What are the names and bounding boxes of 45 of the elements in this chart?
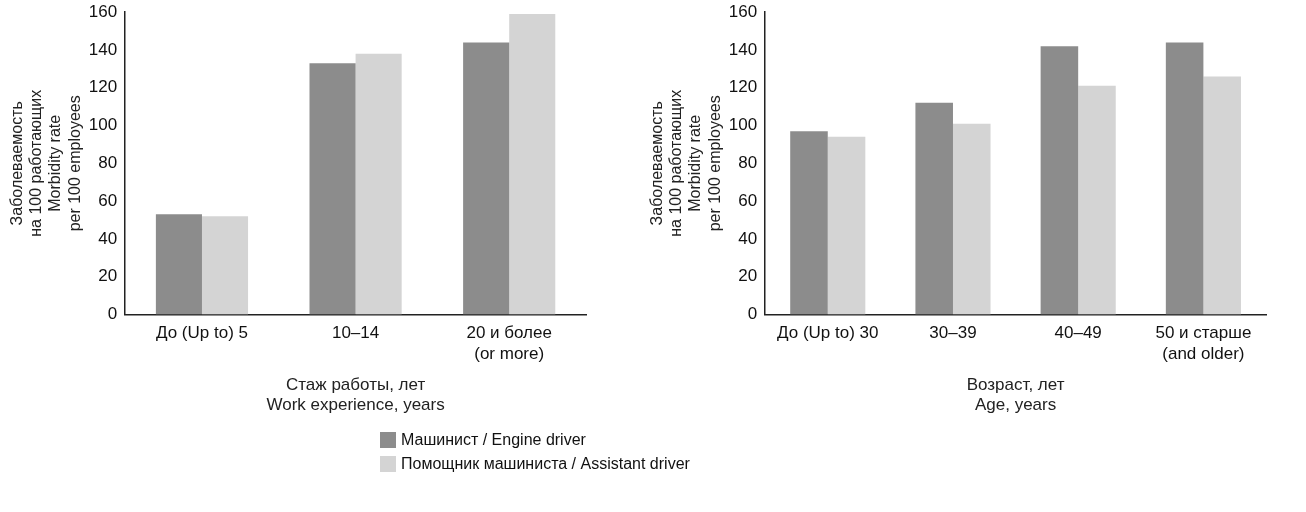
bar bbox=[155, 214, 202, 315]
x-tick-label: 10–14 bbox=[331, 323, 380, 343]
x-tick-label: До (Up to) 5 bbox=[155, 323, 248, 343]
y-tick-label: 120 bbox=[728, 77, 758, 97]
bar bbox=[952, 123, 991, 315]
legend-label: Помощник машиниста / Assistant driver bbox=[401, 455, 690, 473]
y-axis-title: Заболеваемость на 100 работающих Morbidity rate per 100 employees bbox=[8, 89, 83, 237]
y-tick-label: 40 bbox=[738, 228, 758, 248]
x-tick-label: 40–49 bbox=[1054, 323, 1102, 343]
y-tick-label: 40 bbox=[98, 228, 118, 248]
y-tick-label: 120 bbox=[88, 77, 118, 97]
y-tick-label: 0 bbox=[107, 304, 118, 324]
legend-label: Машинист / Engine driver bbox=[401, 431, 586, 449]
y-tick-label: 80 bbox=[98, 152, 118, 172]
bar bbox=[355, 53, 402, 315]
x-axis-title: Возраст, лет Age, years bbox=[966, 375, 1065, 415]
bar bbox=[463, 42, 510, 315]
bar bbox=[1040, 46, 1079, 315]
y-tick-label: 160 bbox=[88, 1, 118, 21]
x-axis-title: Стаж работы, лет Work experience, years bbox=[266, 375, 445, 415]
x-tick-label: 20 и более (or more) bbox=[466, 323, 552, 363]
bar bbox=[1203, 76, 1241, 315]
bar bbox=[309, 63, 356, 315]
y-tick-label: 60 bbox=[738, 190, 758, 210]
bar bbox=[509, 14, 556, 315]
x-tick-label: До (Up to) 30 bbox=[777, 323, 879, 343]
y-tick-label: 0 bbox=[747, 304, 758, 324]
y-tick-label: 20 bbox=[738, 266, 758, 286]
bar bbox=[1165, 42, 1204, 315]
bar bbox=[790, 131, 828, 315]
x-tick-label: 50 и старше (and older) bbox=[1155, 323, 1252, 363]
bar bbox=[915, 102, 953, 315]
bar bbox=[201, 216, 249, 315]
bar bbox=[827, 136, 866, 315]
y-tick-label: 160 bbox=[728, 1, 758, 21]
y-tick-label: 80 bbox=[738, 152, 758, 172]
x-tick-label: 30–39 bbox=[929, 323, 977, 343]
y-axis-title: Заболеваемость на 100 работающих Morbidity rate per 100 employees bbox=[648, 89, 723, 237]
y-tick-label: 140 bbox=[88, 39, 118, 59]
y-tick-label: 100 bbox=[728, 115, 758, 135]
y-tick-label: 100 bbox=[88, 115, 118, 135]
y-tick-label: 20 bbox=[98, 266, 118, 286]
bar bbox=[1078, 85, 1116, 315]
y-tick-label: 60 bbox=[98, 190, 118, 210]
y-tick-label: 140 bbox=[728, 39, 758, 59]
